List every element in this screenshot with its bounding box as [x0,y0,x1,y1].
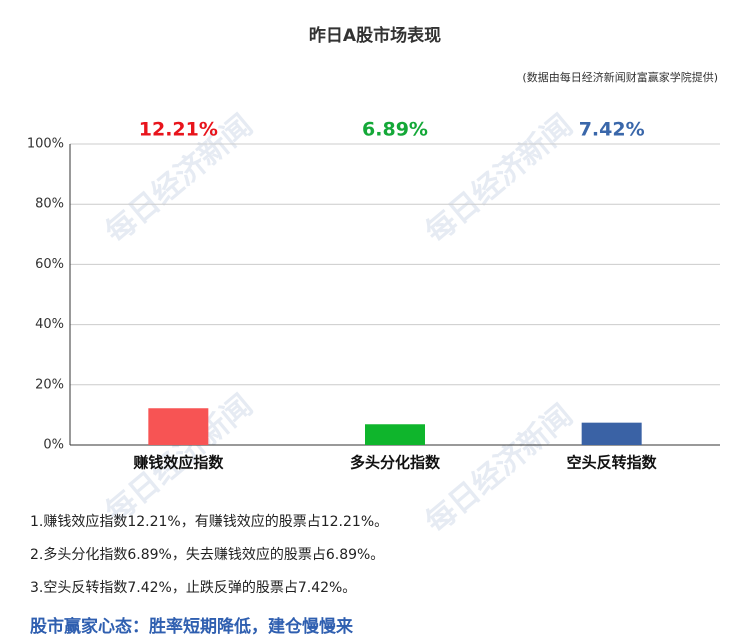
x-tick-label: 空头反转指数 [567,454,658,472]
y-tick-label: 0% [43,438,64,453]
note: 3.空头反转指数7.42%，止跌反弹的股票占7.42%。 [30,580,356,596]
y-tick-label: 20% [35,377,64,392]
value-label: 6.89% [362,119,428,141]
y-tick-label: 60% [35,257,64,272]
y-tick-label: 40% [35,317,64,332]
bar [365,424,425,445]
bar [148,408,209,445]
conclusion: 股市赢家心态：胜率短期降低，建仓慢慢来 [30,616,354,637]
value-label: 7.42% [579,119,645,141]
y-tick-label: 100% [27,137,64,152]
watermark: 每日经济新闻 [419,108,579,251]
bar [581,422,642,445]
value-label: 12.21% [139,119,218,141]
note: 1.赚钱效应指数12.21%，有赚钱效应的股票占12.21%。 [30,513,388,530]
x-tick-label: 多头分化指数 [350,454,441,472]
chart-subtitle: (数据由每日经济新闻财富赢家学院提供) [522,70,718,84]
y-tick-label: 80% [35,197,64,212]
note: 2.多头分化指数6.89%，失去赚钱效应的股票占6.89%。 [30,546,384,563]
watermark: 每日经济新闻 [419,398,579,541]
chart-title: 昨日A股市场表现 [309,25,441,46]
x-tick-label: 赚钱效应指数 [132,454,224,472]
